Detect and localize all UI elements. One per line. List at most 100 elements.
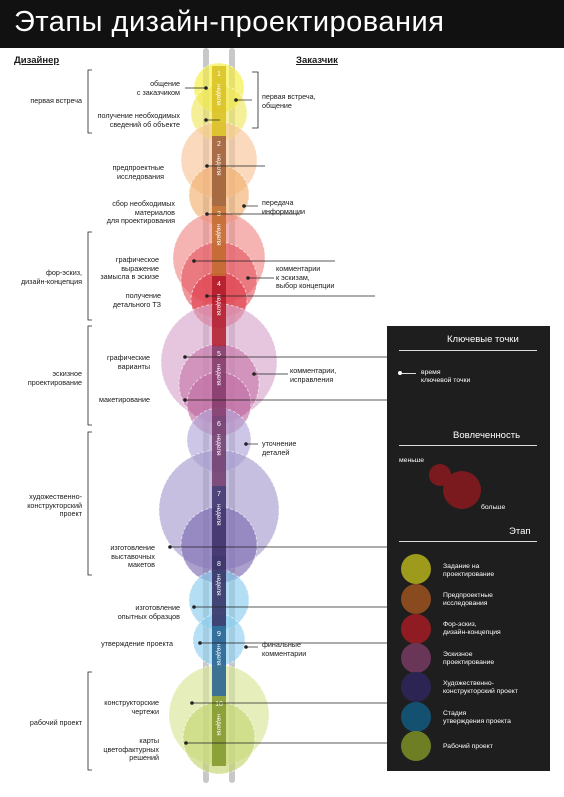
timeline-week-segment <box>212 556 226 626</box>
legend-key-points-text: время ключевой точки <box>421 369 471 384</box>
stage-6-swatch-icon <box>401 702 431 732</box>
legend-stage-1: Задание на проектирование <box>443 563 495 578</box>
designer-point: предпроектные исследования <box>112 163 164 181</box>
key-point-dot <box>242 204 246 208</box>
week-word: неделя <box>215 154 222 176</box>
legend-divider <box>399 350 537 351</box>
designer-column-heading: Дизайнер <box>14 55 60 66</box>
designer-point: получение необходимых сведений об объект… <box>97 111 180 129</box>
designer-point: изготовление выставочных макетов <box>110 543 155 570</box>
designer-point: изготовление опытных образцов <box>117 603 180 621</box>
week-word: неделя <box>215 294 222 316</box>
legend-key-points-title: Ключевые точки <box>447 334 519 345</box>
week-label: 9 <box>217 631 221 638</box>
key-point-dot <box>252 372 256 376</box>
week-label: 6 <box>217 421 221 428</box>
header-bar: Этапы дизайн-проектирования <box>0 0 564 48</box>
client-column-heading: Заказчик <box>296 55 338 66</box>
stage-label-first-meeting: первая встреча <box>30 96 82 105</box>
key-point-dot <box>204 86 208 90</box>
key-point-line <box>402 373 416 374</box>
key-point-dot <box>205 164 209 168</box>
key-point-dot <box>190 701 194 705</box>
legend-stage-4: Эскизное проектирование <box>443 651 495 666</box>
stage-4-swatch-icon <box>401 643 431 673</box>
designer-point: макетирование <box>99 395 150 404</box>
legend-stage-3: Фор-эскиз, дизайн-концепция <box>443 621 501 636</box>
key-point-dot <box>198 641 202 645</box>
week-label: 4 <box>217 281 221 288</box>
week-word: неделя <box>215 364 222 386</box>
page-title: Этапы дизайн-проектирования <box>14 6 445 38</box>
stage-bracket <box>87 69 92 134</box>
key-point-dot <box>184 741 188 745</box>
stage-label-concept: фор-эскиз, дизайн-концепция <box>20 268 82 286</box>
legend-less: меньше <box>399 457 424 464</box>
legend-stage-2: Предпроектные исследования <box>443 592 493 607</box>
client-point: уточнение деталей <box>262 439 297 457</box>
week-label: 3 <box>217 211 221 218</box>
week-label: 1 <box>217 71 221 78</box>
legend-involvement-title: Вовлеченность <box>453 430 521 441</box>
timeline-week-segment <box>212 136 226 206</box>
week-word: неделя <box>215 84 222 106</box>
key-point-dot <box>192 259 196 263</box>
key-point-dot <box>244 645 248 649</box>
week-word: неделя <box>215 714 222 736</box>
client-point: комментарии, исправления <box>290 366 337 384</box>
designer-point: сбор необходимых материалов для проектир… <box>106 199 175 226</box>
legend-divider <box>399 445 537 446</box>
key-point-dot <box>244 442 248 446</box>
legend-stage-5: Художественно- конструкторский проект <box>443 680 518 695</box>
designer-point: общение с заказчиком <box>136 79 180 97</box>
week-word: неделя <box>215 434 222 456</box>
week-label: 8 <box>217 561 221 568</box>
stage-bracket <box>87 325 92 426</box>
designer-point: графические варианты <box>106 353 150 371</box>
designer-point: конструкторские чертежи <box>104 698 159 716</box>
stage-5-swatch-icon <box>401 672 431 702</box>
client-bracket <box>252 71 259 129</box>
stage-label-sketch: эскизное проектирование <box>27 369 82 387</box>
timeline-week-segment <box>212 416 226 486</box>
timeline-week-segment <box>212 66 226 136</box>
timeline-week-segment <box>212 486 226 556</box>
week-word: неделя <box>215 644 222 666</box>
key-point-dot <box>183 355 187 359</box>
stage-bracket <box>87 671 92 771</box>
week-label: 7 <box>217 491 221 498</box>
timeline-week-segment <box>212 696 226 766</box>
key-point-dot <box>205 294 209 298</box>
client-point: комментарии к эскизам, выбор концепции <box>276 264 335 291</box>
designer-point: графическое выражение замысла в эскизе <box>100 255 159 282</box>
stage-7-swatch-icon <box>401 731 431 761</box>
stage-3-swatch-icon <box>401 614 431 644</box>
legend-stage-6: Стадия утверждения проекта <box>443 710 511 725</box>
week-word: неделя <box>215 224 222 246</box>
timeline-week-segment <box>212 206 226 276</box>
week-label: 2 <box>217 141 221 148</box>
client-point: передача информации <box>262 198 305 216</box>
key-point-dot <box>192 605 196 609</box>
client-point: первая встреча, общение <box>262 92 316 110</box>
stage-bracket <box>87 231 92 321</box>
legend-panel: Ключевые точки время ключевой точки Вовл… <box>387 326 550 771</box>
involvement-large-circle-icon <box>443 471 481 509</box>
timeline-week-segment <box>212 276 226 346</box>
stage-2-swatch-icon <box>401 584 431 614</box>
stage-label-working-project: рабочий проект <box>29 718 82 727</box>
designer-point: утверждение проекта <box>101 639 173 648</box>
stage-label-art-design: художественно- конструкторский проект <box>27 492 82 519</box>
key-point-dot <box>246 276 250 280</box>
designer-point: карты цветофактурных решений <box>103 736 159 763</box>
week-label: 5 <box>217 351 221 358</box>
legend-stage-title: Этап <box>509 526 531 537</box>
designer-point: получение детального ТЗ <box>112 291 161 309</box>
key-point-dot <box>183 398 187 402</box>
stage-bracket <box>87 431 92 576</box>
week-word: неделя <box>215 504 222 526</box>
legend-divider <box>399 541 537 542</box>
week-label: 10 <box>215 701 223 708</box>
legend-more: больше <box>481 504 506 511</box>
